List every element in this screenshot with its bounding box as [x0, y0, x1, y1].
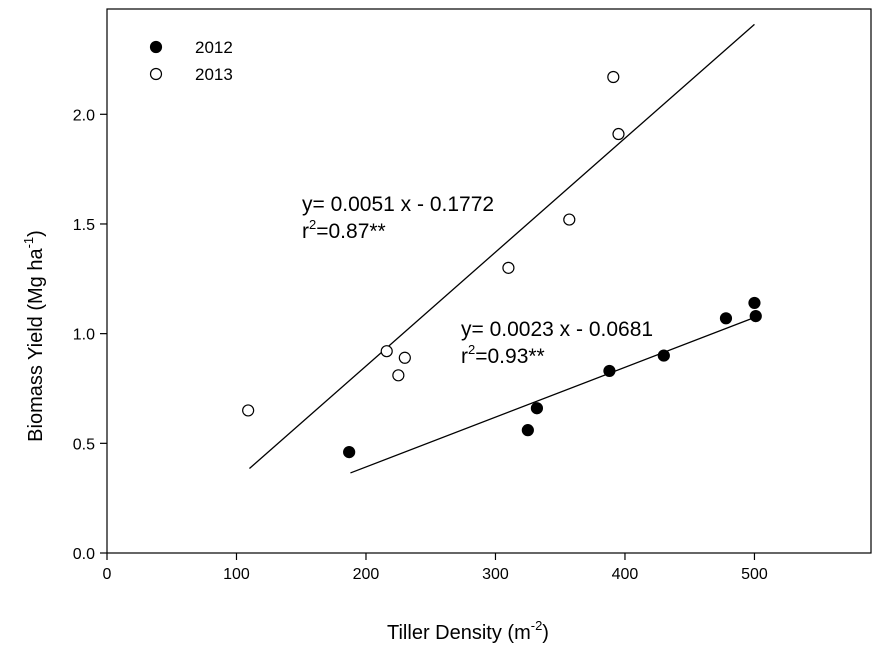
data-point-2013 [502, 261, 515, 274]
data-point-2013 [242, 404, 255, 417]
legend: 2012 2013 [149, 38, 233, 84]
data-point-2013 [612, 127, 625, 141]
plot-border [106, 8, 872, 554]
x-axis: 0 100 200 300 400 500 [103, 553, 768, 583]
y-tick-label: 0.5 [73, 436, 95, 453]
r-squared-label-2012: r2=0.93** [461, 342, 545, 368]
data-point-2012 [719, 312, 733, 325]
data-point-2012 [748, 296, 761, 310]
data-point-2012 [530, 402, 544, 415]
legend-marker-2013 [149, 67, 163, 81]
x-tick-label: 0 [103, 566, 112, 583]
x-tick-label: 400 [612, 566, 639, 583]
data-point-2013 [398, 351, 411, 364]
y-tick-label: 2.0 [73, 107, 95, 124]
x-tick-label: 300 [482, 566, 509, 583]
data-point-2013 [392, 369, 405, 382]
legend-label-2012: 2012 [195, 38, 233, 57]
data-point-2013 [380, 345, 393, 358]
x-tick-label: 500 [741, 566, 768, 583]
plot-frame [106, 8, 872, 554]
equation-label-2013: y= 0.0051 x - 0.1772 [302, 193, 494, 216]
y-tick-label: 1.0 [73, 327, 95, 344]
data-point-2012 [603, 364, 616, 378]
y-tick-label: 0.0 [73, 546, 95, 563]
y-axis-title: Biomass Yield (Mg ha-1) [21, 230, 47, 442]
data-point-2012 [343, 445, 356, 459]
legend-label-2013: 2013 [195, 65, 233, 84]
x-tick-label: 200 [353, 566, 380, 583]
y-axis: 0.0 0.5 1.0 1.5 2.0 [73, 107, 107, 563]
regression-lines [249, 23, 758, 474]
data-points [242, 70, 762, 459]
x-axis-title: Tiller Density (m-2) [387, 618, 549, 644]
regression-line-2012 [350, 315, 758, 474]
r-squared-label-2013: r2=0.87** [302, 217, 386, 243]
legend-marker-2012 [149, 40, 163, 54]
data-point-2012 [657, 349, 670, 362]
data-point-2012 [521, 424, 534, 437]
data-point-2013 [563, 213, 576, 226]
regression-line-2013 [249, 23, 755, 470]
equation-label-2012: y= 0.0023 x - 0.0681 [461, 318, 653, 341]
y-tick-label: 1.5 [73, 217, 95, 234]
data-point-2012 [749, 309, 762, 323]
data-point-2013 [607, 70, 620, 84]
x-tick-label: 100 [223, 566, 250, 583]
